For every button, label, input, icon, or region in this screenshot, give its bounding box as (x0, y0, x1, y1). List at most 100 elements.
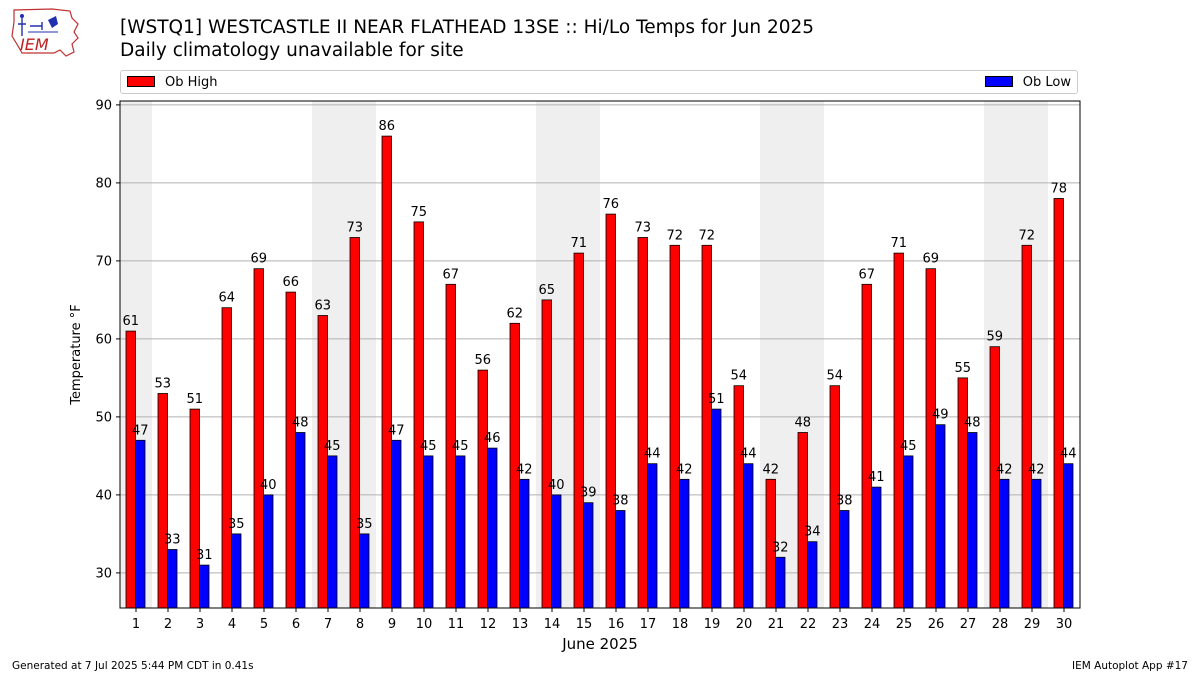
x-tick-label-2: 2 (164, 617, 172, 632)
x-tick-label-8: 8 (356, 617, 364, 632)
x-tick-label-5: 5 (260, 617, 268, 632)
x-tick-label-28: 28 (992, 617, 1009, 632)
bar-high-day-2 (157, 393, 168, 609)
bar-high-day-6 (285, 291, 296, 609)
bar-low-day-8 (359, 533, 370, 609)
bar-high-day-9 (381, 135, 392, 609)
bar-high-day-24 (861, 283, 872, 609)
x-tick-label-26: 26 (928, 617, 945, 632)
y-axis-label: Temperature °F (69, 304, 84, 405)
bar-high-day-21 (765, 478, 776, 609)
label-high-day-7: 63 (314, 299, 331, 314)
label-low-day-10: 45 (420, 439, 437, 454)
bar-low-day-29 (1031, 478, 1042, 609)
label-high-day-11: 67 (442, 267, 459, 282)
label-low-day-22: 34 (804, 525, 821, 540)
x-tick-label-6: 6 (292, 617, 300, 632)
label-low-day-28: 42 (996, 462, 1013, 477)
label-high-day-15: 71 (570, 236, 587, 251)
x-tick-label-11: 11 (448, 617, 465, 632)
weekend-band-21 (760, 101, 792, 608)
x-tick-label-21: 21 (768, 617, 785, 632)
label-high-day-27: 55 (954, 361, 971, 376)
label-low-day-20: 44 (740, 447, 757, 462)
label-low-day-9: 47 (388, 423, 405, 438)
weekend-band-28 (984, 101, 1016, 608)
bar-high-day-4 (221, 307, 232, 609)
generated-note: Generated at 7 Jul 2025 5:44 PM CDT in 0… (12, 660, 254, 672)
label-low-day-24: 41 (868, 470, 885, 485)
label-low-day-11: 45 (452, 439, 469, 454)
y-axis: 30 40 50 60 70 80 90 (95, 98, 120, 581)
label-low-day-23: 38 (836, 494, 853, 509)
bar-low-day-7 (327, 455, 338, 609)
x-axis: 1 2 3 4 5 6 7 8 9 10 11 12 13 14 15 16 17 18 19 20 21 22 23 24 2… (132, 608, 1072, 632)
label-low-day-6: 48 (292, 416, 309, 431)
legend-item-low: Ob Low (984, 75, 1071, 90)
weekend-band-8 (344, 101, 376, 608)
bar-low-day-15 (583, 502, 594, 609)
x-tick-label-29: 29 (1024, 617, 1041, 632)
weekend-bands (120, 101, 1048, 608)
bar-low-day-20 (743, 463, 754, 609)
label-low-day-13: 42 (516, 462, 533, 477)
label-high-day-3: 51 (186, 392, 203, 407)
bar-low-day-27 (967, 432, 978, 609)
bar-low-day-28 (999, 478, 1010, 609)
label-high-day-2: 53 (154, 377, 171, 392)
grid-lines (120, 104, 1080, 574)
logo-text: IEM (20, 35, 49, 54)
bar-low-day-3 (199, 564, 210, 609)
plot-frame (119, 100, 1081, 609)
bar-low-day-10 (423, 455, 434, 609)
bar-low-day-17 (647, 463, 658, 609)
bar-low-day-22 (807, 541, 818, 609)
label-low-day-18: 42 (676, 462, 693, 477)
x-axis-label: June 2025 (561, 635, 638, 653)
x-tick-label-10: 10 (416, 617, 433, 632)
y-tick-label-60: 60 (95, 332, 112, 347)
label-high-day-9: 86 (378, 119, 395, 134)
legend-swatch-low (984, 76, 1013, 87)
bars (125, 135, 1074, 609)
label-high-day-5: 69 (250, 252, 267, 267)
bar-low-day-2 (167, 549, 178, 609)
x-tick-label-22: 22 (800, 617, 817, 632)
bar-high-day-1 (125, 330, 136, 609)
bar-low-day-23 (839, 510, 850, 609)
label-low-day-8: 35 (356, 517, 373, 532)
label-high-day-14: 65 (538, 283, 555, 298)
data-labels: 61 47 53 33 51 31 64 35 69 40 66 48 63 45 73 35 86 47 75 45… (122, 119, 1076, 563)
bar-high-day-16 (605, 213, 616, 609)
x-tick-label-23: 23 (832, 617, 849, 632)
chart-subtitle: Daily climatology unavailable for site (120, 40, 464, 61)
bar-low-day-14 (551, 494, 562, 609)
x-tick-label-14: 14 (544, 617, 561, 632)
label-low-day-27: 48 (964, 416, 981, 431)
app-note: IEM Autoplot App #17 (1072, 660, 1188, 672)
bar-low-day-26 (935, 424, 946, 609)
label-low-day-4: 35 (228, 517, 245, 532)
x-tick-label-12: 12 (480, 617, 497, 632)
weekend-band-15 (568, 101, 600, 608)
label-low-day-21: 32 (772, 540, 789, 555)
x-tick-label-16: 16 (608, 617, 625, 632)
bar-high-day-3 (189, 408, 200, 609)
bar-low-day-9 (391, 439, 402, 609)
x-tick-label-4: 4 (228, 617, 236, 632)
legend: Ob High Ob Low (120, 70, 1078, 94)
weekend-band-14 (536, 101, 568, 608)
label-low-day-25: 45 (900, 439, 917, 454)
legend-swatch-high (127, 76, 155, 87)
label-high-day-12: 56 (474, 353, 491, 368)
label-low-day-30: 44 (1060, 447, 1077, 462)
weekend-band-1 (120, 101, 152, 608)
x-tick-label-3: 3 (196, 617, 204, 632)
bar-high-day-18 (669, 244, 680, 609)
bar-high-day-13 (509, 322, 520, 609)
bar-low-day-19 (711, 408, 722, 609)
bar-high-day-26 (925, 268, 936, 609)
y-tick-label-30: 30 (95, 566, 112, 581)
y-tick-label-40: 40 (95, 488, 112, 503)
label-high-day-13: 62 (506, 306, 523, 321)
